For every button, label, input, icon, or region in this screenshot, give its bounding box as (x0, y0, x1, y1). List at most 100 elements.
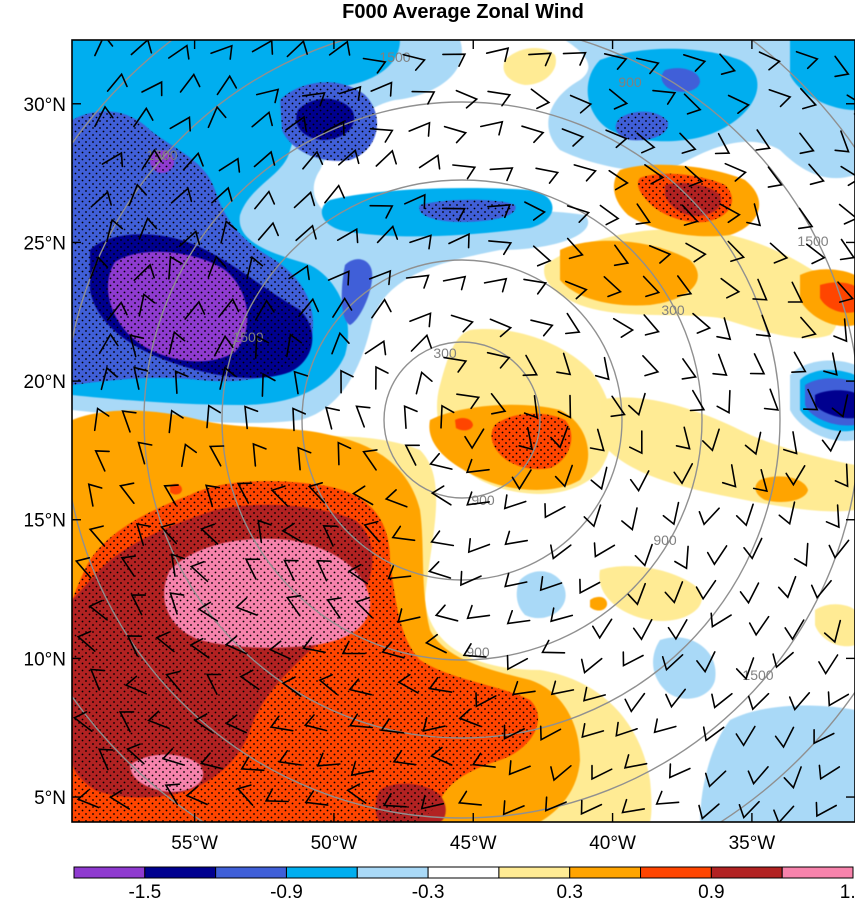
colorbar-swatch (285, 866, 358, 879)
wind-barb (746, 203, 762, 227)
wind-barb (87, 483, 103, 507)
wind-barb (566, 237, 584, 260)
wind-barb (668, 763, 691, 779)
wind-barb (550, 607, 574, 623)
wind-barb (455, 89, 479, 109)
wind-barb (430, 530, 455, 547)
wind-barb (387, 565, 412, 580)
wind-barb (362, 449, 378, 471)
wind-barb (76, 630, 96, 652)
wind-barb (141, 148, 163, 170)
wind-barb (512, 680, 536, 696)
wind-barb (269, 715, 294, 732)
wind-barb (170, 186, 193, 204)
wind-barb (793, 542, 809, 567)
wind-barb (422, 717, 446, 732)
wind-barb (219, 366, 237, 390)
wind-barb (727, 94, 751, 114)
ring-label: 300 (661, 302, 685, 318)
wind-barb (561, 128, 585, 147)
wind-barb (126, 743, 145, 765)
wind-barb (833, 318, 848, 343)
wind-barb (689, 389, 706, 412)
wind-barb (698, 507, 720, 526)
wind-barb (168, 44, 190, 60)
wind-barb (735, 657, 755, 681)
ring-label: 1500 (379, 49, 410, 65)
wind-barb (683, 54, 707, 72)
red-orange-dot-west (170, 483, 182, 495)
axes: 55°W 50°W 45°W 40°W 35°W 30°N 25°N 20°N 15°N 10°N… (24, 40, 855, 854)
wind-barb (346, 783, 367, 804)
wind-barb (528, 52, 553, 67)
wind-barb (216, 74, 238, 96)
wind-barb (818, 654, 839, 676)
wind-barb (716, 389, 731, 415)
wind-barb (774, 726, 795, 749)
wind-barb (623, 754, 648, 769)
wind-barb (464, 428, 485, 450)
wind-barb (130, 594, 147, 616)
wind-barb (301, 92, 326, 107)
wind-barb (506, 610, 531, 625)
wind-barb (608, 88, 629, 110)
wind-barb (135, 522, 152, 546)
wind-barb (410, 333, 433, 352)
wind-barb (535, 167, 560, 184)
wind-barb (298, 297, 320, 318)
wind-barb (502, 800, 525, 816)
wind-barb (128, 183, 148, 207)
wind-barb (457, 790, 482, 806)
wind-barb (307, 482, 326, 504)
wind-barb (593, 542, 616, 558)
wind-barb (161, 748, 185, 766)
wind-barb (806, 243, 826, 265)
wind-barb (141, 80, 163, 97)
wind-barb (285, 115, 307, 132)
wind-barb (405, 274, 430, 289)
range-ring (72, 40, 855, 819)
wind-barb (798, 207, 814, 230)
wind-barb (720, 277, 741, 299)
wind-barb (234, 597, 258, 616)
wind-barb (772, 651, 794, 669)
wind-barb (676, 275, 693, 297)
wind-barb (788, 692, 811, 712)
wind-barb (791, 351, 807, 373)
y-tick-label: 30°N (24, 95, 66, 116)
colorbar-swatch (640, 866, 712, 879)
wind-barb (355, 405, 371, 428)
wind-barb (458, 708, 482, 728)
wind-barb (302, 636, 326, 654)
ring-label: 900 (653, 532, 677, 548)
wind-barb (384, 489, 408, 508)
wind-barb (594, 356, 610, 381)
wind-barb (278, 750, 303, 766)
wind-barb (88, 599, 108, 621)
colorbar-swatch (427, 866, 500, 879)
wind-barb (821, 430, 842, 453)
wind-barb (434, 604, 459, 622)
wind-barb (523, 278, 548, 295)
wind-barb (340, 369, 354, 394)
wind-barb (254, 299, 275, 321)
cyan-region-northeast-corner (790, 40, 855, 110)
wind-barb (440, 404, 455, 429)
wind-barb (550, 765, 572, 782)
wind-barb (155, 631, 175, 653)
wind-barb (485, 47, 510, 63)
wind-barb (648, 245, 672, 264)
wind-barb (467, 538, 491, 554)
wind-barb (138, 217, 158, 240)
wind-barb (506, 654, 529, 671)
wind-barb (189, 560, 209, 583)
wind-barb (420, 794, 445, 810)
wind-barb (370, 81, 393, 97)
wind-barb (634, 543, 653, 567)
light-blue-patch-central-south (516, 571, 566, 619)
wind-barb (706, 545, 728, 566)
wind-barb (337, 441, 352, 466)
wind-barb (539, 725, 562, 742)
wind-barb (683, 93, 702, 115)
wind-barb (655, 790, 680, 805)
